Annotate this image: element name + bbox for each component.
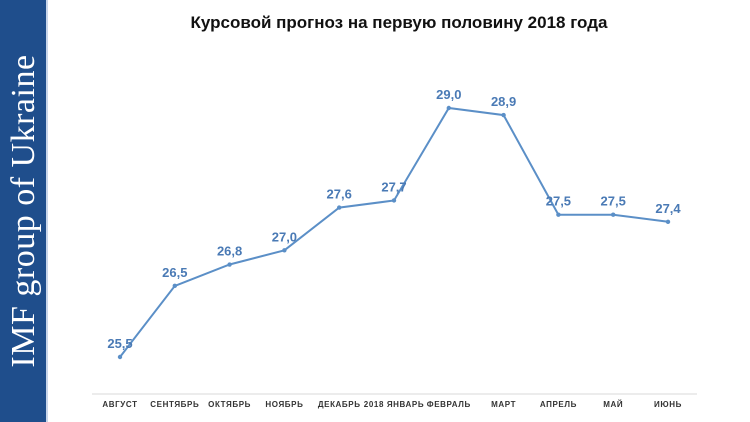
series-line	[119, 106, 669, 358]
x-tick-label: АПРЕЛЬ	[540, 400, 577, 409]
data-point	[556, 212, 561, 217]
data-point	[446, 105, 451, 111]
x-tick-label: МАРТ	[491, 400, 516, 409]
data-point	[337, 205, 342, 210]
data-point	[501, 112, 506, 118]
chart-title: Курсовой прогноз на первую половину 2018…	[190, 13, 608, 32]
data-label: 27,5	[546, 194, 571, 209]
data-label: 27,7	[381, 179, 406, 194]
data-label: 27,5	[601, 194, 626, 209]
x-tick-label: ДЕКАБРЬ	[318, 400, 361, 409]
data-label: 28,9	[491, 94, 516, 109]
x-tick-label: АВГУСТ	[102, 400, 137, 409]
x-tick-label: 2018 ЯНВАРЬ	[364, 400, 424, 409]
data-point	[172, 283, 177, 289]
data-label: 27,4	[655, 201, 681, 216]
x-tick-label: СЕНТЯБРЬ	[150, 400, 199, 409]
data-label: 26,8	[217, 244, 242, 259]
data-label: 27,6	[327, 187, 352, 202]
data-label: 27,0	[272, 229, 297, 244]
data-label: 26,5	[162, 265, 187, 280]
data-point	[611, 212, 616, 217]
data-point	[282, 248, 287, 253]
x-tick-label: МАЙ	[603, 400, 623, 409]
data-point	[391, 198, 397, 203]
x-tick-label: ФЕВРАЛЬ	[427, 400, 471, 409]
data-label: 25,5	[107, 336, 132, 351]
data-point	[227, 262, 232, 267]
x-tick-label: НОЯБРЬ	[265, 400, 303, 409]
data-point	[117, 354, 123, 360]
data-point	[665, 219, 671, 225]
side-band: IMF group of Ukraine	[0, 0, 48, 422]
x-tick-label: ОКТЯБРЬ	[208, 400, 251, 409]
x-tick-label: ИЮНЬ	[654, 400, 682, 409]
data-label: 29,0	[436, 87, 461, 102]
